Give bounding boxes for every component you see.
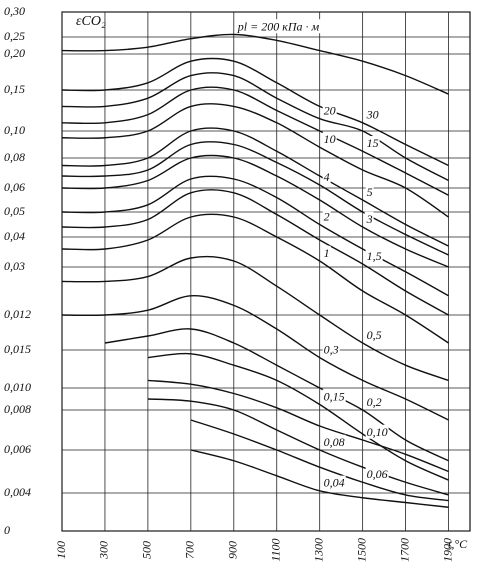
series-label-bg	[322, 209, 331, 224]
series-label: 0,04	[324, 476, 345, 490]
series-label: 0,5	[367, 328, 382, 342]
curve	[61, 154, 449, 268]
curve	[147, 352, 449, 481]
curve	[61, 255, 449, 382]
y-tick-label: 0,004	[4, 485, 31, 499]
series-label: 5	[367, 185, 373, 199]
series-label-bg	[365, 467, 389, 481]
y-tick-label: 0,15	[4, 82, 25, 96]
curve	[190, 419, 449, 502]
curve	[61, 295, 449, 421]
x-tick-label: 300	[97, 541, 111, 560]
y-tick-label: 0,25	[4, 29, 25, 43]
curve	[61, 213, 449, 344]
x-tick-label: 1700	[397, 538, 411, 562]
series-label: 0,06	[367, 467, 388, 481]
series-label: 4	[324, 170, 330, 184]
y-tick-label: 0,015	[4, 342, 31, 356]
curve	[147, 379, 449, 473]
series-label: 15	[367, 136, 379, 150]
y-tick-label: 0,05	[4, 204, 25, 218]
series-label: 1	[324, 246, 330, 260]
curve	[61, 72, 449, 182]
y-tick-label: 0,06	[4, 180, 25, 194]
x-tick-label: 100	[54, 541, 68, 559]
series-label-bg	[364, 107, 380, 122]
series-label: 0,10	[367, 425, 388, 439]
series-label-bg	[322, 245, 331, 260]
y-tick-label: 0,08	[4, 150, 25, 164]
curve	[190, 449, 449, 508]
series-label-bg	[322, 169, 331, 184]
series-label-bg	[235, 19, 321, 34]
series-label-bg	[365, 136, 380, 150]
x-tick-label: 900	[226, 541, 240, 559]
series-label-bg	[365, 184, 374, 199]
series-label-bg	[365, 424, 389, 439]
series-label: 20	[324, 103, 336, 117]
series-label: 10	[324, 132, 336, 146]
series-label-bg	[364, 211, 374, 226]
x-tick-label: 1300	[311, 538, 325, 562]
y-tick-label: 0	[4, 523, 10, 537]
series-label-bg	[322, 389, 346, 404]
curve	[61, 189, 449, 316]
series-label: pl = 200 кПа · м	[237, 19, 320, 33]
series-label-bg	[365, 248, 383, 263]
curve	[61, 103, 449, 218]
series-label: 0,15	[324, 389, 345, 403]
series-label-bg	[322, 103, 337, 118]
series-label-bg	[365, 327, 383, 342]
curve	[61, 175, 449, 297]
series-label: 1,5	[367, 249, 382, 263]
series-label-bg	[322, 434, 346, 449]
y-tick-label: 0,30	[4, 4, 25, 18]
y-tick-label: 0,20	[4, 46, 25, 60]
series-label: 2	[324, 209, 330, 223]
y-tick-label: 0,012	[4, 307, 31, 321]
series-label: 0,2	[367, 395, 382, 409]
series-label-bg	[365, 394, 383, 409]
series-label: 3	[366, 212, 373, 226]
series-label: 0,08	[324, 435, 345, 449]
series-label-bg	[322, 131, 337, 146]
curve	[61, 141, 449, 256]
x-tick-label: 1100	[268, 538, 282, 561]
y-tick-label: 0,04	[4, 229, 25, 243]
series-label: 0,3	[324, 342, 339, 356]
curve	[147, 398, 449, 496]
y-axis-label: εCO₂	[76, 14, 106, 29]
y-tick-label: 0,010	[4, 380, 31, 394]
x-tick-label: 500	[140, 541, 154, 559]
curve	[61, 127, 449, 247]
curve	[61, 33, 449, 95]
x-axis-label: t,°C	[448, 537, 468, 551]
series-label-bg	[322, 342, 340, 357]
series-label-bg	[322, 475, 346, 490]
y-tick-label: 0,006	[4, 442, 31, 456]
y-tick-label: 0,10	[4, 123, 25, 137]
x-tick-label: 1500	[354, 538, 368, 562]
curve	[104, 328, 449, 462]
series-label: 30	[366, 108, 379, 122]
x-tick-label: 1900	[440, 538, 454, 562]
curve	[61, 86, 449, 196]
y-tick-label: 0,008	[4, 402, 31, 416]
y-tick-label: 0,03	[4, 259, 25, 273]
x-tick-label: 700	[183, 541, 197, 559]
curve	[61, 57, 449, 167]
